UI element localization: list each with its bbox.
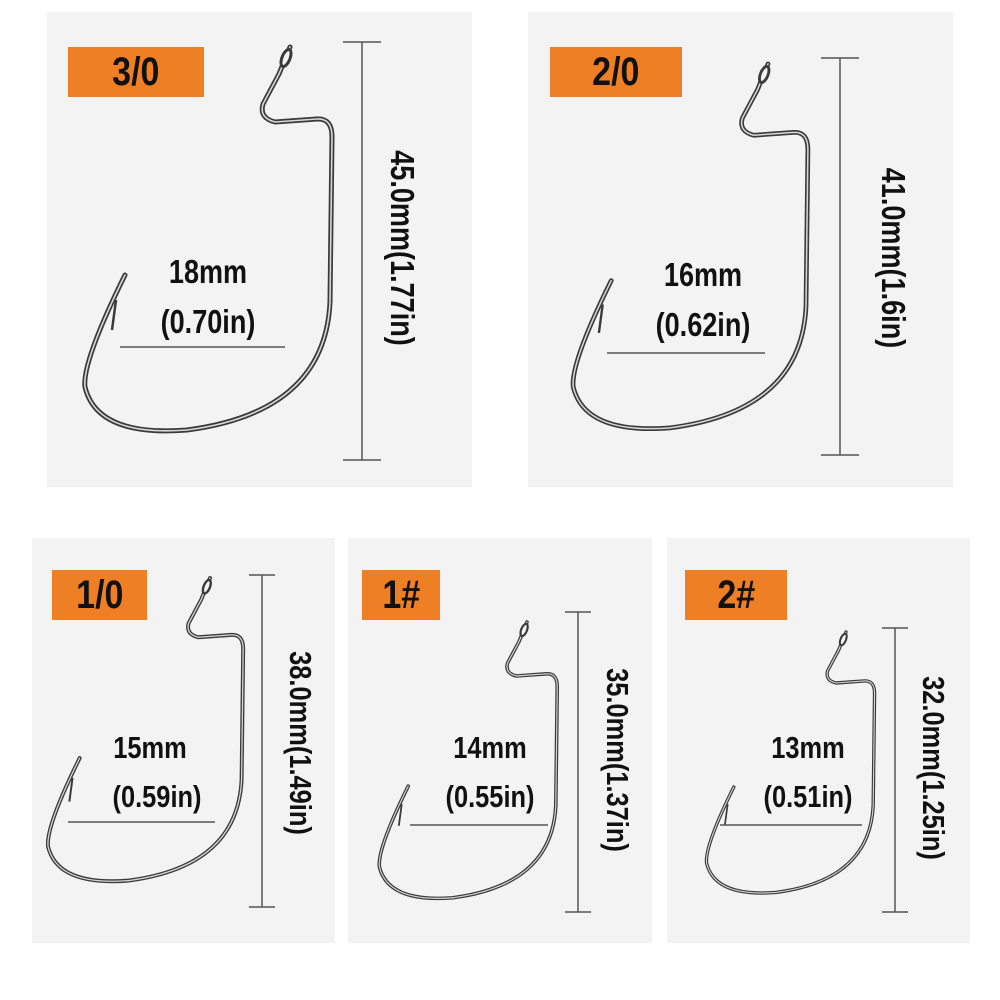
gap-mm-2: 13mm bbox=[771, 730, 845, 765]
size-tag-3-0: 3/0 bbox=[68, 47, 204, 97]
length-line-1 bbox=[565, 611, 591, 913]
size-label: 2/0 bbox=[592, 49, 640, 94]
size-tag-1-0: 1/0 bbox=[52, 570, 147, 620]
gap-in-1: (0.55in) bbox=[445, 779, 535, 814]
gap-mm-2-0: 16mm bbox=[663, 256, 743, 293]
gap-in-1-0: (0.59in) bbox=[112, 779, 202, 814]
length-3-0: 45.0mm(1.77in) bbox=[384, 150, 421, 346]
dimension-lines bbox=[68, 41, 908, 913]
size-label: 2# bbox=[717, 572, 755, 617]
length-1-0: 38.0mm(1.49in) bbox=[283, 651, 318, 835]
gap-in-2: (0.51in) bbox=[763, 779, 853, 814]
gap-mm-1: 14mm bbox=[453, 730, 527, 765]
gap-in-3-0: (0.70in) bbox=[160, 303, 256, 340]
length-2: 32.0mm(1.25in) bbox=[916, 676, 951, 860]
size-label: 1# bbox=[382, 572, 420, 617]
length-line-2 bbox=[882, 627, 908, 913]
size-label: 1/0 bbox=[75, 572, 124, 617]
size-tag-1: 1# bbox=[362, 570, 440, 620]
hook-2-0-drawing bbox=[573, 64, 808, 429]
length-1: 35.0mm(1.37in) bbox=[600, 668, 635, 852]
size-label: 3/0 bbox=[112, 49, 160, 94]
length-2-0: 41.0mm(1.6in) bbox=[875, 167, 912, 349]
length-line-2-0 bbox=[821, 57, 859, 456]
gap-mm-3-0: 18mm bbox=[168, 253, 248, 290]
length-line-1-0 bbox=[249, 574, 275, 908]
hook-3-0-drawing bbox=[85, 47, 332, 431]
size-tag-2-0: 2/0 bbox=[550, 47, 682, 97]
size-tag-2: 2# bbox=[685, 570, 787, 620]
length-line-3-0 bbox=[343, 41, 381, 461]
gap-in-2-0: (0.62in) bbox=[655, 306, 751, 343]
gap-mm-1-0: 15mm bbox=[113, 730, 187, 765]
